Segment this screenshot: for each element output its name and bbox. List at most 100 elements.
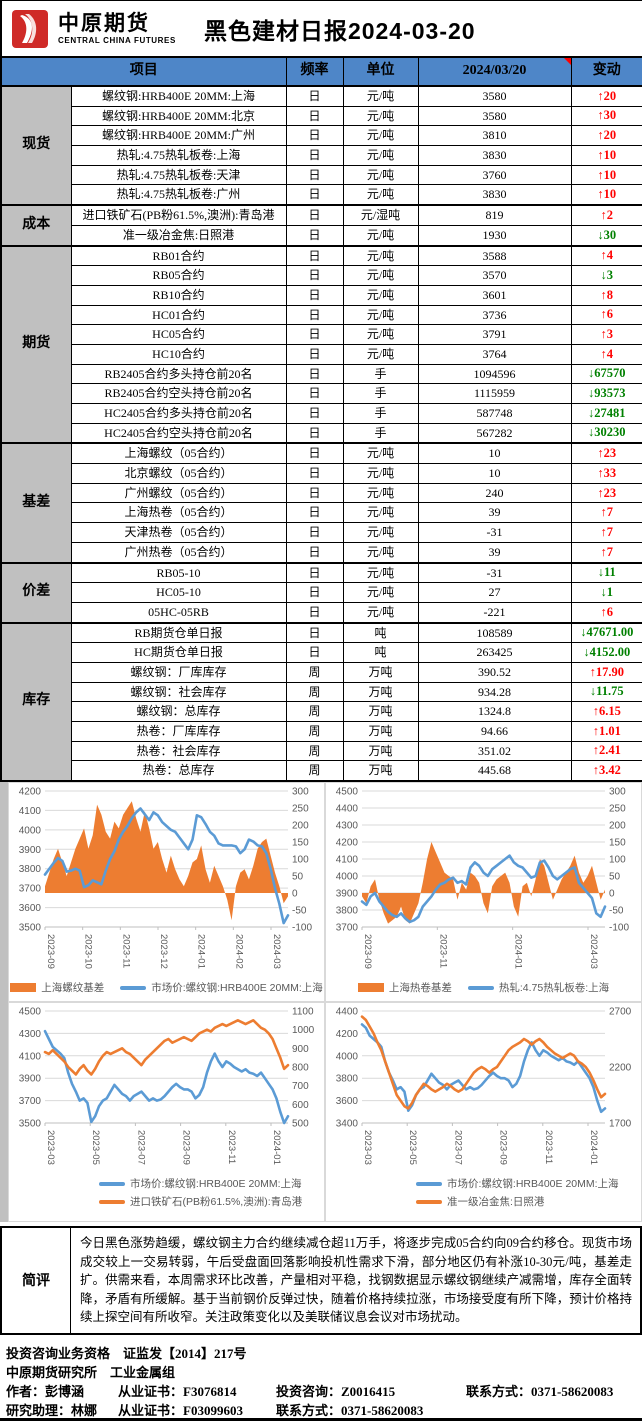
- svg-text:2024-01: 2024-01: [513, 934, 524, 969]
- cell-unit: 元/吨: [342, 541, 419, 564]
- cell-freq: 周: [285, 740, 344, 762]
- footer-field: 联系方式：0371-58620083: [276, 1402, 424, 1418]
- cell-unit: 万吨: [342, 661, 419, 683]
- cell-value: 108589: [417, 621, 572, 644]
- cell-unit: 元/吨: [342, 84, 419, 107]
- table-row: 天津热卷（05合约）日元/吨 -31 ↑7: [1, 522, 642, 543]
- cell-freq: 日: [285, 642, 344, 663]
- cell-item: 热轧:4.75热轧板卷:上海: [70, 145, 287, 166]
- table-row: HC2405合约多头持仓前20名日手 587748 ↓27481: [1, 403, 642, 424]
- cell-change: ↓93573: [570, 383, 642, 404]
- svg-text:1700: 1700: [609, 1119, 632, 1130]
- table-row: RB2405合约多头持仓前20名日手 1094596 ↓67570: [1, 363, 642, 385]
- footer-assistant-row: 研究助理：林娜 从业证书：F03099603 联系方式：0371-58620083: [6, 1401, 636, 1420]
- cell-item: 螺纹钢:HRB400E 20MM:广州: [70, 125, 287, 147]
- cell-item: 进口铁矿石(PB粉61.5%,澳洲):青岛港: [70, 204, 287, 226]
- cell-unit: 元/吨: [342, 463, 419, 484]
- cell-unit: 万吨: [342, 701, 419, 722]
- cell-value: 445.68: [417, 760, 572, 782]
- table-row: 05HC-05RB 日元/吨 -221 ↑6: [1, 601, 642, 624]
- cell-change: ↑4: [570, 343, 642, 365]
- table-row: 热轧:4.75热轧板卷:上海日元/吨 3830 ↑10: [1, 145, 642, 166]
- cell-freq: 日: [285, 284, 344, 306]
- legend-line-swatch-icon: [467, 985, 494, 990]
- cell-value: 3830: [417, 145, 572, 166]
- cell-value: 1115959: [417, 383, 572, 404]
- cell-freq: 日: [285, 363, 344, 385]
- cell-freq: 日: [285, 105, 344, 127]
- svg-text:3800: 3800: [336, 906, 359, 917]
- cell-value: 10: [417, 442, 572, 465]
- cell-item: HC期货仓单日报: [70, 642, 287, 663]
- svg-text:150: 150: [292, 838, 309, 849]
- cell-unit: 万吨: [342, 740, 419, 762]
- cell-value: 1930: [417, 224, 572, 247]
- cell-unit: 吨: [342, 642, 419, 663]
- cell-item: HC05合约: [70, 324, 287, 345]
- brand-logo-icon: [12, 9, 48, 48]
- svg-text:2023-09: 2023-09: [362, 934, 373, 969]
- brand-name-cn: 中原期货: [58, 10, 150, 35]
- svg-text:-100: -100: [609, 923, 629, 934]
- cell-unit: 元/吨: [342, 343, 419, 365]
- cell-value: 3736: [417, 304, 572, 326]
- table-row: 螺纹钢：总库存周万吨 1324.8 ↑6.15: [1, 701, 642, 722]
- svg-text:4100: 4100: [19, 1051, 42, 1062]
- cell-item: 螺纹钢:HRB400E 20MM:北京: [70, 105, 287, 127]
- svg-text:-50: -50: [609, 906, 624, 917]
- table-row: HC01合约日元/吨 3736 ↑6: [1, 304, 642, 326]
- svg-text:200: 200: [609, 821, 626, 832]
- cell-value: 240: [417, 482, 572, 504]
- cell-freq: 周: [285, 721, 344, 742]
- cell-item: RB2405合约多头持仓前20名: [70, 363, 287, 385]
- legend-label: 市场价:螺纹钢:HRB400E 20MM:上海: [447, 1178, 619, 1191]
- cell-value: 3601: [417, 284, 572, 306]
- cell-value: 567282: [417, 422, 572, 444]
- table-row: 螺纹钢：厂库库存周万吨 390.52 ↑17.90: [1, 661, 642, 683]
- table-row: RB2405合约空头持仓前20名日手 1115959 ↓93573: [1, 383, 642, 404]
- svg-text:4200: 4200: [336, 1029, 359, 1040]
- legend-label: 市场价:螺纹钢:HRB400E 20MM:上海: [151, 982, 323, 995]
- cell-change: ↑30: [570, 105, 642, 127]
- cell-item: 北京螺纹（05合约）: [70, 463, 287, 484]
- cell-change: ↓27481: [570, 403, 642, 424]
- col-header-freq: 频率: [285, 56, 344, 87]
- svg-text:3600: 3600: [19, 903, 42, 914]
- legend-item: 上海热卷基差: [357, 980, 452, 995]
- table-row: 螺纹钢：社会库存周万吨 934.28 ↓11.75: [1, 681, 642, 703]
- svg-text:3900: 3900: [19, 1074, 42, 1085]
- cell-unit: 万吨: [342, 760, 419, 782]
- cell-freq: 日: [285, 224, 344, 247]
- table-row: 广州热卷（05合约）日元/吨 39 ↑7: [1, 541, 642, 564]
- legend-item: 进口铁矿石(PB粉61.5%,澳洲):青岛港: [99, 1194, 302, 1209]
- svg-text:2023-05: 2023-05: [407, 1130, 418, 1165]
- cell-value: 1324.8: [417, 701, 572, 722]
- group-label: 库存: [0, 621, 72, 782]
- cell-item: HC05-10: [70, 582, 287, 603]
- cell-freq: 日: [285, 502, 344, 524]
- cell-change: ↑10: [570, 145, 642, 166]
- svg-text:4300: 4300: [336, 821, 359, 832]
- svg-text:2200: 2200: [609, 1063, 632, 1074]
- cell-unit: 元/吨: [342, 184, 419, 206]
- svg-text:4500: 4500: [336, 787, 359, 798]
- cell-freq: 日: [285, 442, 344, 465]
- svg-text:4400: 4400: [336, 1007, 359, 1018]
- chart-hotcoil-basis-shanghai: 3700 3800 3900 4000 4100 4200 4300 4400 4500 -100…: [325, 782, 642, 1003]
- svg-text:50: 50: [292, 872, 304, 883]
- svg-text:4200: 4200: [19, 787, 42, 798]
- cell-value: 3764: [417, 343, 572, 365]
- table-row: RB05合约日元/吨 3570 ↓3: [1, 265, 642, 286]
- svg-text:4000: 4000: [336, 872, 359, 883]
- svg-text:2023-05: 2023-05: [90, 1130, 101, 1165]
- cell-change: ↑6.15: [570, 701, 642, 722]
- svg-text:3500: 3500: [19, 1119, 42, 1130]
- cell-freq: 日: [285, 541, 344, 564]
- cell-change: ↑23: [570, 482, 642, 504]
- cell-unit: 元/吨: [342, 582, 419, 603]
- cell-change: ↑20: [570, 125, 642, 147]
- cell-unit: 万吨: [342, 681, 419, 703]
- svg-text:300: 300: [292, 787, 309, 798]
- cell-item: 上海螺纹（05合约）: [70, 442, 287, 465]
- cell-freq: 周: [285, 760, 344, 782]
